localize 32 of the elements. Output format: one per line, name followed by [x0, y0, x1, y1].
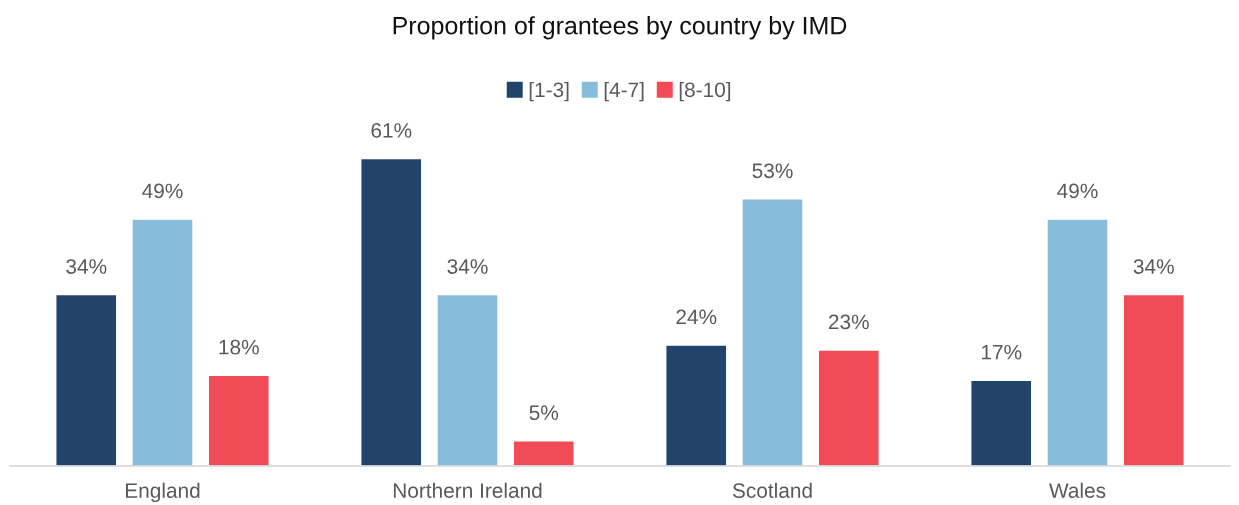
data-label: 34% — [66, 259, 107, 274]
bar — [665, 344, 728, 466]
x-tick-label: England — [125, 482, 200, 503]
data-label: 17% — [981, 344, 1022, 360]
data-label: 34% — [447, 259, 488, 274]
data-label: 18% — [219, 339, 259, 355]
data-label: 34% — [1133, 259, 1174, 274]
bar — [1122, 293, 1185, 466]
legend-label: [8-10] — [679, 81, 731, 102]
data-label: 5% — [529, 405, 559, 421]
data-label: 23% — [828, 314, 869, 330]
x-tick-label: Wales — [1049, 482, 1106, 498]
data-label: 53% — [752, 163, 793, 179]
legend-label: [4-7] — [604, 81, 644, 102]
bar — [131, 218, 194, 466]
bar — [436, 293, 499, 466]
legend-label: [1-3] — [529, 81, 569, 102]
data-label: 24% — [676, 309, 717, 325]
x-tick-label: Scotland — [732, 482, 812, 498]
data-label: 49% — [1057, 183, 1098, 199]
chart-title: Proportion of grantees by country by IMD — [393, 16, 847, 40]
x-tick-label: Northern Ireland — [393, 482, 542, 498]
bar — [207, 374, 270, 466]
data-label: 49% — [142, 183, 183, 199]
bar — [360, 157, 423, 466]
bar — [512, 440, 575, 466]
bar — [817, 349, 880, 466]
bar — [741, 198, 804, 466]
bar — [1046, 218, 1109, 466]
bar — [970, 379, 1033, 466]
data-label: 61% — [371, 123, 412, 138]
bar — [55, 293, 118, 466]
